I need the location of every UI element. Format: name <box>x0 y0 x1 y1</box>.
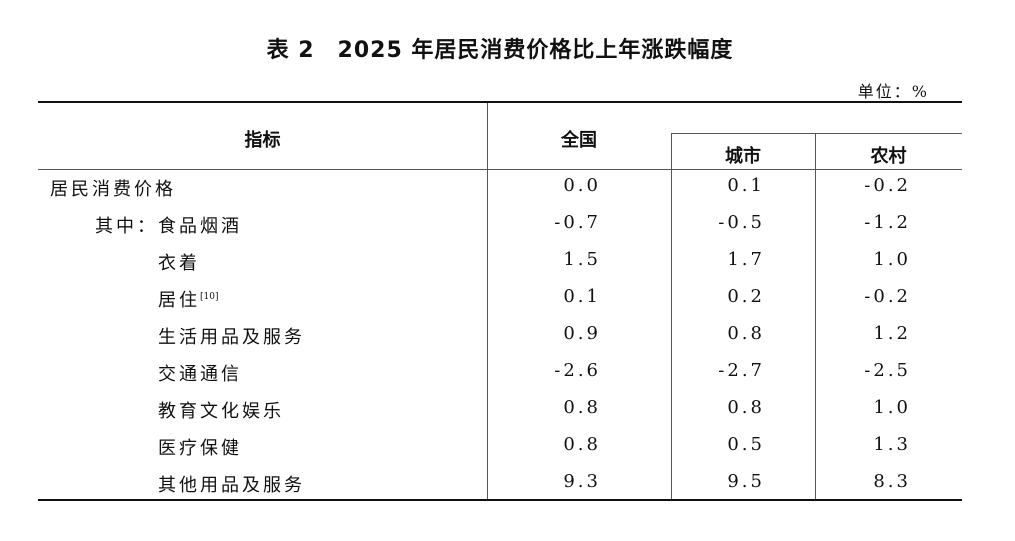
value-national: 0.9 <box>563 323 601 344</box>
row-label: 生活用品及服务 <box>158 323 305 349</box>
bottom-rule <box>38 499 962 501</box>
value-national: 0.1 <box>563 286 601 307</box>
row-label-text: 其他用品及服务 <box>158 475 305 496</box>
value-urban: -0.5 <box>718 212 765 233</box>
table-title: 表 2 2025 年居民消费价格比上年涨跌幅度 <box>266 38 734 63</box>
value-urban: -2.7 <box>718 360 765 381</box>
row-label: 食品烟酒 <box>158 212 242 238</box>
value-rural: -0.2 <box>864 286 911 307</box>
row-label-text: 医疗保健 <box>158 438 242 459</box>
column-divider <box>671 133 672 499</box>
row-label-text: 居民消费价格 <box>50 179 176 200</box>
column-divider <box>487 103 488 499</box>
header-rural: 农村 <box>870 146 907 167</box>
value-rural: 1.0 <box>873 249 911 270</box>
value-national: 9.3 <box>563 471 601 492</box>
top-rule <box>38 101 962 103</box>
row-label-text: 食品烟酒 <box>158 216 242 237</box>
column-divider <box>815 133 816 499</box>
subheader-rule <box>671 133 962 134</box>
value-rural: 1.3 <box>873 434 911 455</box>
value-national: -2.6 <box>554 360 601 381</box>
row-label: 其他用品及服务 <box>158 471 305 497</box>
value-urban: 9.5 <box>727 471 765 492</box>
row-label: 居民消费价格 <box>50 175 176 201</box>
row-label: 居住[10] <box>158 286 218 312</box>
value-rural: 8.3 <box>873 471 911 492</box>
row-label-text: 生活用品及服务 <box>158 327 305 348</box>
value-national: 0.0 <box>563 175 601 196</box>
row-label: 衣着 <box>158 249 200 275</box>
value-urban: 0.5 <box>727 434 765 455</box>
value-urban: 0.1 <box>727 175 765 196</box>
row-label-text: 交通通信 <box>158 364 242 385</box>
value-urban: 1.7 <box>727 249 765 270</box>
value-urban: 0.2 <box>727 286 765 307</box>
value-rural: -0.2 <box>864 175 911 196</box>
value-national: 1.5 <box>563 249 601 270</box>
header-urban: 城市 <box>725 146 761 167</box>
value-national: -0.7 <box>554 212 601 233</box>
header-rule <box>38 169 962 170</box>
row-label-text: 教育文化娱乐 <box>158 401 284 422</box>
value-rural: -2.5 <box>864 360 911 381</box>
value-rural: -1.2 <box>864 212 911 233</box>
value-urban: 0.8 <box>727 397 765 418</box>
unit-label: 单位：% <box>857 82 929 101</box>
row-label-text: 居住 <box>158 290 200 311</box>
header-indicator: 指标 <box>244 130 281 151</box>
value-national: 0.8 <box>563 397 601 418</box>
row-prefix: 其中： <box>95 216 158 237</box>
value-national: 0.8 <box>563 434 601 455</box>
value-rural: 1.2 <box>873 323 911 344</box>
value-rural: 1.0 <box>873 397 911 418</box>
row-label: 交通通信 <box>158 360 242 386</box>
row-label: 医疗保健 <box>158 434 242 460</box>
header-national: 全国 <box>561 130 597 151</box>
value-urban: 0.8 <box>727 323 765 344</box>
footnote-ref: [10] <box>200 292 219 302</box>
row-label-text: 衣着 <box>158 253 200 274</box>
row-label: 教育文化娱乐 <box>158 397 284 423</box>
